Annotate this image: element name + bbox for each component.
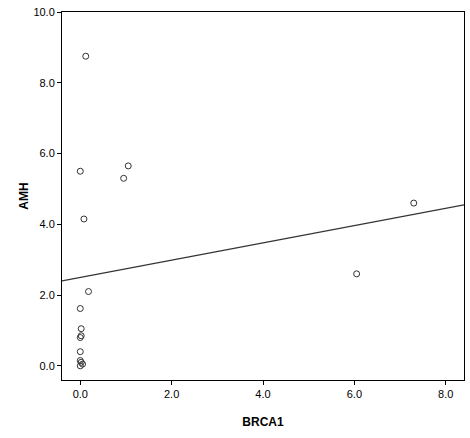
svg-text:8.0: 8.0 bbox=[438, 388, 453, 400]
svg-text:8.0: 8.0 bbox=[40, 77, 55, 89]
svg-text:4.0: 4.0 bbox=[40, 218, 55, 230]
svg-text:2.0: 2.0 bbox=[40, 289, 55, 301]
svg-text:0.0: 0.0 bbox=[73, 388, 88, 400]
svg-text:BRCA1: BRCA1 bbox=[242, 415, 284, 429]
svg-text:6.0: 6.0 bbox=[347, 388, 362, 400]
svg-text:10.0: 10.0 bbox=[33, 6, 54, 18]
svg-text:AMH: AMH bbox=[17, 182, 31, 209]
svg-text:0.0: 0.0 bbox=[40, 360, 55, 372]
svg-text:4.0: 4.0 bbox=[255, 388, 270, 400]
svg-text:6.0: 6.0 bbox=[40, 147, 55, 159]
svg-text:2.0: 2.0 bbox=[164, 388, 179, 400]
